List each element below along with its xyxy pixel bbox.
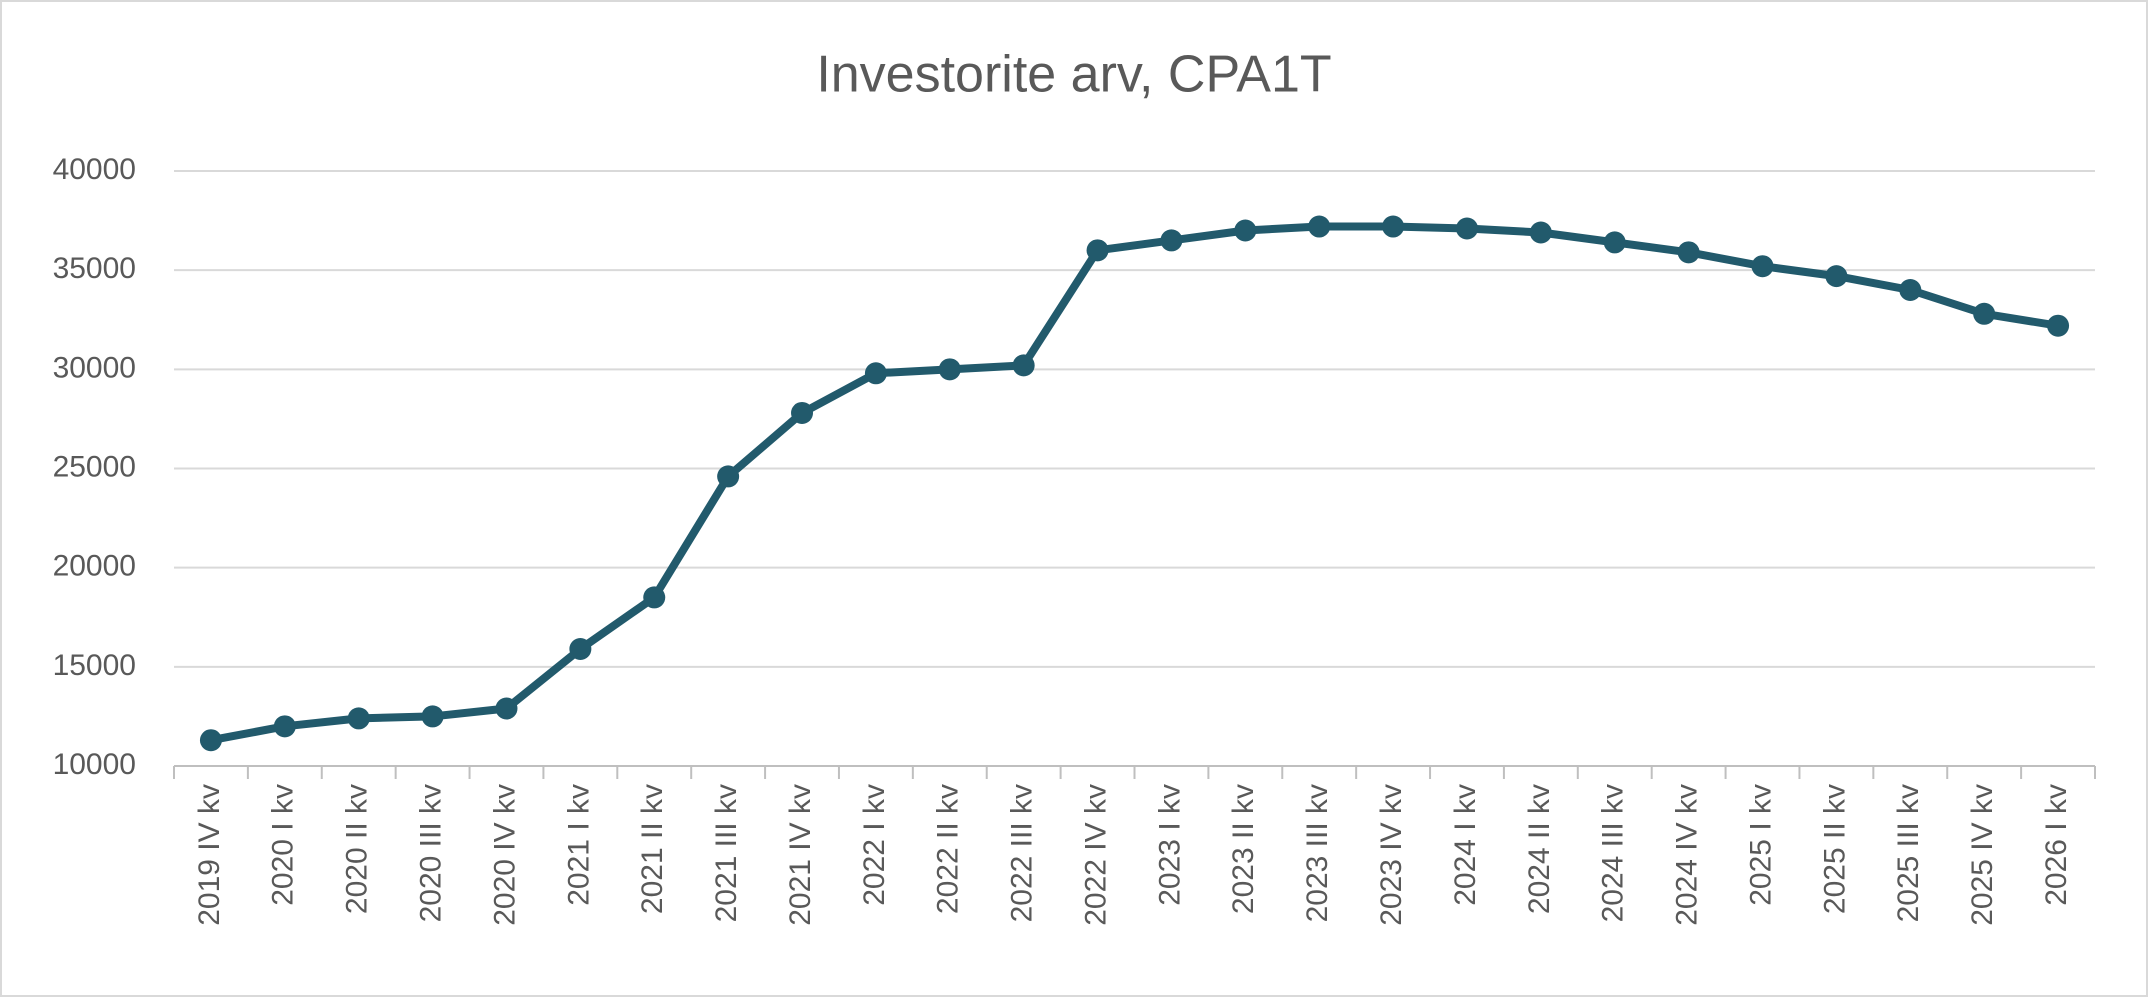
x-tick-label: 2019 IV kv [193,784,226,926]
x-tick-label: 2024 II kv [1523,784,1556,914]
x-tick-label: 2023 III kv [1301,784,1334,922]
data-point [347,707,370,730]
x-tick-label: 2020 I kv [267,784,300,906]
x-tick-label: 2021 IV kv [784,784,817,926]
data-point [1234,219,1257,242]
data-point [421,705,444,728]
data-point [1455,217,1478,240]
data-point [199,729,222,752]
y-tick-label: 25000 [53,450,136,483]
x-tick-label: 2022 I kv [858,784,891,906]
y-tick-label: 15000 [53,649,136,682]
data-point [643,586,666,609]
x-tick-label: 2025 I kv [1744,784,1777,906]
x-tick-label: 2023 II kv [1227,784,1260,914]
x-tick-label: 2024 III kv [1597,784,1630,922]
x-tick-label: 2022 IV kv [1079,784,1112,926]
data-point [1825,265,1848,288]
x-tick-label: 2021 I kv [562,784,595,906]
x-tick-label: 2020 II kv [341,784,374,914]
data-point [1529,221,1552,244]
y-tick-label: 30000 [53,351,136,384]
data-point [495,697,518,720]
data-point [717,465,740,488]
y-tick-label: 35000 [53,252,136,285]
data-point [1382,215,1405,238]
data-point [864,362,887,385]
data-point [1899,279,1922,301]
data-point [1308,215,1331,238]
series-line [210,222,2059,745]
x-tick-label: 2026 I kv [2040,784,2073,906]
x-tick-label: 2023 I kv [1153,784,1186,906]
x-tick-label: 2021 II kv [636,784,669,914]
data-point [2047,314,2070,337]
x-tick-label: 2022 II kv [932,784,965,914]
x-tick-label: 2022 III kv [1006,784,1039,922]
data-point [938,358,961,381]
x-tick-label: 2020 III kv [415,784,448,922]
x-tick-label: 2024 IV kv [1671,784,1704,926]
data-point [1086,239,1109,262]
y-tick-label: 40000 [53,153,136,186]
data-point [1603,231,1626,254]
data-point [1677,241,1700,264]
data-point [1751,255,1774,278]
data-point [1973,302,1996,325]
chart-title: Investorite arv, CPA1T [816,46,1331,104]
x-tick-label: 2025 II kv [1818,784,1851,914]
x-tick-label: 2021 III kv [710,784,743,922]
y-tick-label: 20000 [53,550,136,583]
data-point [1160,229,1183,252]
data-point [569,637,592,660]
data-point [791,401,814,424]
data-point [1012,354,1035,377]
x-tick-label: 2025 IV kv [1966,784,1999,926]
x-tick-label: 2023 IV kv [1375,784,1408,926]
x-tick-label: 2024 I kv [1449,784,1482,906]
x-tick-label: 2025 III kv [1892,784,1925,922]
data-point [273,715,296,738]
x-tick-label: 2020 IV kv [488,784,521,926]
y-tick-label: 10000 [53,748,136,781]
